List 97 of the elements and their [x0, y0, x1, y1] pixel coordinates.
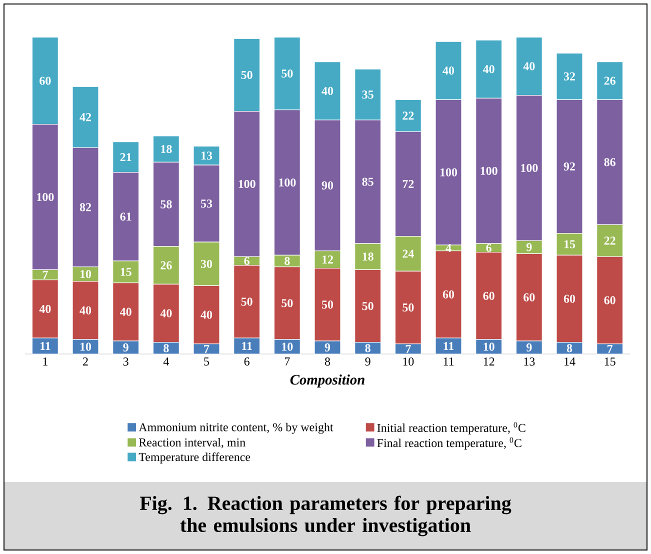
data-label: 50 — [241, 70, 252, 79]
data-label: 8 — [566, 344, 572, 352]
legend-label: Final reaction temperature, $^{0}$C — [377, 437, 522, 450]
data-label: 60 — [483, 292, 494, 300]
data-label: 10 — [282, 342, 293, 351]
data-label: 10 — [80, 342, 92, 351]
data-label: 100 — [37, 192, 54, 202]
data-label: 8 — [284, 256, 290, 266]
data-label: 8 — [164, 344, 169, 352]
data-label: 40 — [482, 65, 494, 74]
data-label: 4 — [446, 244, 452, 252]
data-label: 100 — [440, 168, 458, 176]
data-label: 35 — [362, 90, 374, 99]
legend-label: Temperature difference — [138, 452, 250, 464]
data-label: 13 — [201, 152, 212, 160]
data-label: 50 — [402, 303, 414, 312]
data-label: 60 — [564, 294, 576, 303]
data-label: 11 — [444, 342, 454, 350]
x-tick-label: 12 — [484, 358, 494, 366]
data-label: 60 — [604, 296, 616, 304]
data-label: 100 — [238, 180, 256, 188]
x-axis-title: Composition — [290, 374, 364, 388]
x-tick-label: 4 — [163, 358, 169, 366]
data-label: 40 — [200, 310, 212, 319]
data-label: 11 — [40, 342, 50, 350]
x-tick-label: 11 — [444, 358, 454, 366]
data-label: 9 — [123, 343, 128, 352]
x-tick-label: 5 — [204, 358, 210, 366]
data-label: 42 — [80, 113, 91, 122]
data-label: 60 — [442, 290, 454, 298]
data-label: 61 — [120, 212, 132, 221]
data-label: 15 — [564, 240, 576, 248]
data-label: 100 — [480, 166, 498, 175]
data-label: 50 — [241, 298, 252, 306]
text: Fig. 1. Reaction parameters for preparing the emulsions under investigation — [140, 496, 512, 536]
data-label: 6 — [244, 256, 250, 265]
x-tick-label: 6 — [244, 358, 250, 366]
x-tick-label: 15 — [604, 358, 616, 366]
data-label: 40 — [80, 306, 92, 314]
x-tick-label: 2 — [83, 358, 88, 366]
data-label: 60 — [524, 293, 535, 302]
data-label: 72 — [402, 180, 414, 188]
data-label: 7 — [608, 344, 613, 353]
data-label: 50 — [282, 299, 293, 308]
data-label: 30 — [200, 260, 212, 268]
x-tick-label: 10 — [403, 358, 414, 366]
data-label: 26 — [604, 76, 616, 85]
data-label: 11 — [242, 342, 252, 350]
data-label: 24 — [402, 250, 414, 258]
data-label: 60 — [40, 76, 51, 85]
data-label: 21 — [120, 153, 132, 162]
data-label: 8 — [365, 344, 370, 352]
data-label: 6 — [486, 244, 492, 252]
data-label: 90 — [322, 181, 334, 190]
data-label: 40 — [442, 66, 454, 75]
data-label: 15 — [120, 268, 132, 276]
data-label: 9 — [526, 243, 532, 252]
data-label: 86 — [604, 158, 616, 166]
data-label: 40 — [322, 86, 334, 95]
data-label: 50 — [322, 300, 334, 309]
legend-label: Initial reaction temperature, $^{0}$C — [377, 422, 526, 434]
data-label: 100 — [279, 178, 296, 187]
data-label: 7 — [42, 270, 48, 279]
data-label: 53 — [200, 200, 212, 208]
data-label: 100 — [521, 164, 538, 172]
data-label: 18 — [362, 252, 374, 261]
legend-label: Reaction interval, min — [138, 438, 246, 448]
data-label: 7 — [406, 344, 411, 353]
x-tick-label: 1 — [43, 358, 48, 366]
data-label: 32 — [564, 72, 575, 80]
x-tick-label: 13 — [524, 358, 535, 366]
data-label: 40 — [523, 62, 535, 70]
data-label: 10 — [484, 342, 494, 351]
data-label: 50 — [282, 69, 293, 78]
data-label: 50 — [362, 302, 374, 310]
data-label: 58 — [160, 200, 172, 208]
data-label: 40 — [120, 308, 132, 316]
data-label: 10 — [80, 270, 92, 278]
data-label: 22 — [604, 236, 616, 245]
data-label: 18 — [161, 145, 172, 154]
x-tick-label: 7 — [284, 358, 290, 366]
data-label: 12 — [322, 256, 333, 264]
data-label: 22 — [402, 112, 414, 120]
x-tick-label: 3 — [123, 358, 128, 366]
x-tick-label: 8 — [324, 358, 330, 366]
data-label: 82 — [80, 203, 91, 212]
data-label: 9 — [526, 343, 532, 352]
legend-label: Ammonium nitrite content, % by weight — [138, 422, 334, 434]
data-label: 7 — [204, 344, 210, 353]
data-label: 9 — [324, 343, 330, 352]
data-label: 40 — [39, 304, 51, 313]
data-label: 40 — [160, 309, 172, 318]
x-tick-label: 14 — [564, 358, 576, 366]
x-tick-label: 9 — [365, 358, 370, 366]
data-label: 85 — [362, 178, 374, 186]
data-label: 26 — [160, 261, 172, 270]
data-label: 92 — [564, 162, 575, 171]
